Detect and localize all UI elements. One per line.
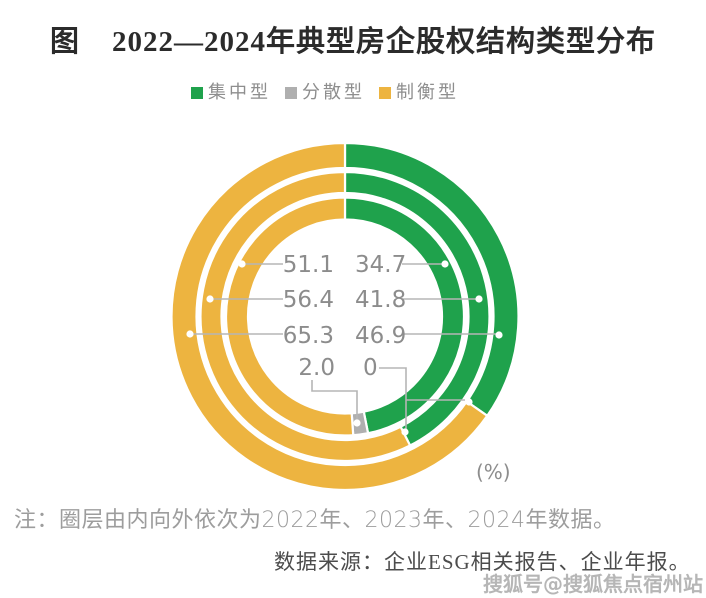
data-source: 数据来源：企业ESG相关报告、企业年报。 — [274, 550, 691, 574]
legend-swatch-icon — [191, 87, 203, 99]
value-label: 51.1 — [283, 252, 334, 278]
legend-item-concentrated: 集中型 — [191, 84, 271, 102]
legend-label: 制衡型 — [396, 82, 459, 103]
figure-label: 图 — [49, 26, 80, 58]
legend-label: 分散型 — [302, 82, 365, 103]
legend: 集中型 分散型 制衡型 — [0, 84, 678, 102]
leader-dot — [495, 331, 503, 339]
legend-item-balanced: 制衡型 — [379, 84, 459, 102]
ring-2024-segment-制衡型 — [170, 141, 489, 492]
leader-line — [311, 380, 358, 420]
legend-swatch-icon — [379, 87, 391, 99]
value-label: 65.3 — [283, 323, 334, 349]
leader-dot — [401, 428, 409, 436]
value-label: 0 — [363, 355, 378, 381]
value-label: 41.8 — [355, 287, 406, 313]
chart-title: 图 2022—2024年典型房企股权结构类型分布 — [0, 18, 706, 60]
leader-dot — [475, 295, 483, 303]
leader-dot — [441, 260, 449, 268]
leader-dot — [238, 260, 246, 268]
ring-2023-segment-制衡型 — [199, 170, 412, 463]
legend-label: 集中型 — [208, 82, 271, 103]
value-label: 46.9 — [355, 323, 406, 349]
ring-2022-segment-制衡型 — [224, 196, 355, 437]
leader-dot — [206, 295, 214, 303]
legend-swatch-icon — [285, 87, 297, 99]
value-label: 56.4 — [283, 287, 334, 313]
leader-line — [379, 367, 407, 429]
chart-title-text: 2022—2024年典型房企股权结构类型分布 — [112, 26, 657, 58]
leader-dot — [465, 398, 473, 406]
legend-item-dispersed: 分散型 — [285, 84, 365, 102]
footnote: 注：圈层由内向外依次为2022年、2023年、2024年数据。 — [14, 508, 616, 533]
leader-dot — [186, 330, 194, 338]
leader-dot — [353, 419, 361, 427]
percent-unit-label: (%) — [476, 460, 511, 484]
value-label: 2.0 — [298, 355, 335, 381]
value-label: 34.7 — [355, 252, 406, 278]
watermark: 搜狐号@搜狐焦点宿州站 — [483, 572, 703, 596]
